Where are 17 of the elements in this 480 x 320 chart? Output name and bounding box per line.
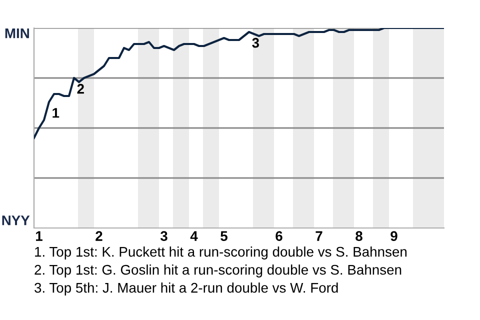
text: 1. Top 1st: K. Puckett hit a run-scoring double vs S. Bahnsen [35,246,407,260]
annotation: 3 [252,38,259,48]
text: MIN [5,28,29,38]
x-tick-label: 1 [36,231,42,241]
x-tick-label: 6 [276,231,282,241]
x-tick-label: 7 [316,231,322,241]
x-tick-label: 9 [390,231,398,241]
x-tick-label: 8 [356,231,362,241]
text: NYY [2,216,30,226]
text: 2. Top 1st: G. Goslin hit a run-scoring double vs S. Bahnsen [34,264,402,278]
x-tick-label: 3 [160,231,168,241]
x-tick-label: 5 [220,231,228,241]
x-tick-label: 2 [96,231,102,241]
annotation: 1 [52,108,60,118]
annotation: 2 [77,84,84,94]
text: 3. Top 5th: J. Mauer hit a 2-run double vs W. Ford [34,282,338,296]
x-tick-label: 4 [190,231,198,241]
